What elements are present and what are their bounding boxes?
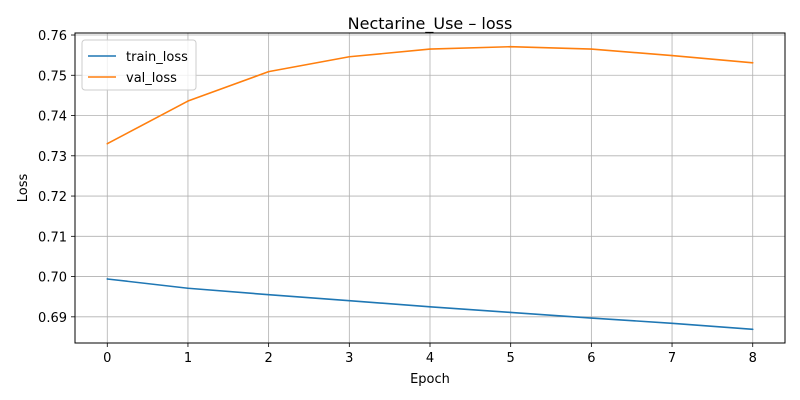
data-point-val_loss <box>267 70 270 73</box>
x-tick-label: 3 <box>345 351 353 366</box>
data-point-train_loss <box>187 287 189 290</box>
y-tick-label: 0.69 <box>38 311 67 326</box>
data-point-val_loss <box>590 48 593 50</box>
y-tick-label: 0.74 <box>38 110 67 125</box>
series-layer <box>106 45 754 331</box>
x-tick-label: 5 <box>507 351 515 366</box>
data-point-train_loss <box>671 322 673 325</box>
data-point-train_loss <box>751 328 754 331</box>
data-point-val_loss <box>429 48 431 50</box>
y-axis-ticks: 0.69 0.70 0.71 0.72 0.73 0.74 0.75 0.76 <box>38 29 75 326</box>
data-point-val_loss <box>348 55 351 58</box>
data-point-val_loss <box>671 54 673 57</box>
x-axis-title: Epoch <box>410 372 450 387</box>
x-tick-label: 0 <box>103 351 111 366</box>
legend: train_loss val_loss <box>81 39 197 91</box>
data-point-val_loss <box>751 61 754 64</box>
y-tick-label: 0.75 <box>38 69 67 84</box>
x-tick-label: 6 <box>587 351 595 366</box>
data-point-val_loss <box>509 45 512 48</box>
x-tick-label: 4 <box>426 351 434 366</box>
data-point-train_loss <box>429 305 431 308</box>
y-axis-title: Loss <box>16 174 31 203</box>
legend-label-train_loss: train_loss <box>126 50 188 65</box>
data-point-train_loss <box>348 299 351 302</box>
y-tick-label: 0.71 <box>38 230 67 245</box>
x-tick-label: 2 <box>264 351 272 366</box>
y-tick-label: 0.73 <box>38 150 67 165</box>
grid-lines <box>75 33 785 343</box>
x-tick-label: 7 <box>668 351 676 366</box>
data-point-val_loss <box>106 142 109 145</box>
data-point-train_loss <box>509 311 512 314</box>
data-point-val_loss <box>187 100 189 102</box>
chart-title: Nectarine_Use – loss <box>348 14 513 34</box>
data-point-train_loss <box>590 317 593 319</box>
data-point-train_loss <box>267 293 270 296</box>
x-axis-ticks: 0 1 2 3 4 5 6 7 8 <box>103 343 757 366</box>
x-tick-label: 1 <box>184 351 192 366</box>
data-point-train_loss <box>106 278 109 280</box>
x-tick-label: 8 <box>749 351 757 366</box>
legend-label-val_loss: val_loss <box>126 71 177 86</box>
y-tick-label: 0.76 <box>38 29 67 44</box>
y-tick-label: 0.72 <box>38 190 67 205</box>
y-tick-label: 0.70 <box>38 271 67 286</box>
